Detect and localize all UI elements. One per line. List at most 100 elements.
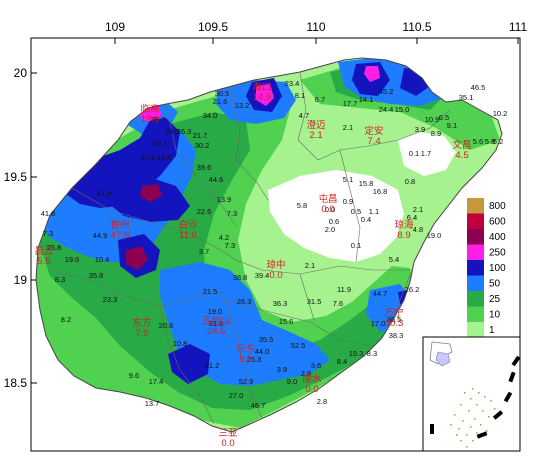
city-value: 0.0 [305,384,318,395]
inset-island [466,434,468,436]
station-value: 8.3 [55,275,65,284]
station-value: 4.2 [219,233,229,242]
station-value: 15.8 [359,179,374,188]
legend-label: 50 [489,279,501,290]
station-value: 41.8 [97,189,112,198]
south-china-sea-inset [422,336,521,452]
legend-label: 250 [489,248,506,259]
station-value: 10.4 [95,255,110,264]
inset-island [480,424,482,426]
station-value: 0.1 [351,241,361,250]
rain-100-250 [168,344,210,384]
rain-400-600 [140,184,162,202]
inset-island [476,404,478,406]
station-value: 0.5 [351,207,361,216]
station-value: 44.9 [93,231,108,240]
dry-area [398,132,456,176]
station-value: 39.6 [197,163,212,172]
rainfall-field [36,58,502,432]
legend-label: 400 [489,232,506,243]
station-value: 15.0 [395,105,410,114]
station-value: 30.2 [195,141,210,150]
city-name: 定安 [364,125,383,137]
station-value: 7.3 [227,209,237,218]
inset-island [486,430,488,432]
station-value: 10.9 [425,115,440,124]
station-value: 3.7 [199,247,209,256]
station-values: 41.87.325.819.6 10.444.98.3 35.823.38.239.… [41,79,508,410]
island-outline [35,57,503,433]
inset-island [466,446,468,448]
inset-island [478,392,480,394]
inset-island [476,432,478,434]
inset-island [460,404,462,406]
station-value: 5.6 [473,137,483,146]
station-value: 8.1 [295,91,305,100]
legend-swatch [467,291,484,307]
station-value: 5.8 [297,201,307,210]
station-value: 7.3 [225,241,235,250]
station-value: 4.7 [299,111,309,120]
station-value: 8.4 [337,357,347,366]
y-tick-label: 19 [14,273,28,287]
city-value: 4.5 [455,150,468,161]
city-value: 0.0 [221,438,234,449]
inset-island [464,392,466,394]
inset-hainan [435,351,451,367]
legend-swatch [467,244,484,260]
station-value: 1.7 [421,149,431,158]
station-value: 5.1 [343,175,353,184]
city-value: 7.9 [135,328,148,339]
station-value: 45.6 [157,153,172,162]
station-value: 8.3 [367,349,377,358]
city-value: 11.0 [179,230,197,241]
station-value: 13.9 [217,195,232,204]
station-value: 30.5 [215,89,230,98]
station-value: 21.7 [193,131,208,140]
station-value: 51.2 [205,361,220,370]
station-value: 52.5 [291,341,306,350]
city-name: 白沙 [178,219,198,231]
station-value: 46.7 [251,401,266,410]
legend-swatch [467,322,484,338]
station-value: 2.0 [325,225,335,234]
station-value: 34.0 [203,111,218,120]
station-value: 3.9 [415,125,425,134]
station-value: 2.1 [343,123,353,132]
city-value: 8.9 [397,230,410,241]
inset-islands [450,388,496,448]
station-value: 5.4 [389,255,399,264]
city-value: 8.9 [239,354,252,365]
station-value: 41.8 [41,209,56,218]
station-value: 26.3 [247,355,262,364]
station-value: 26.3 [237,297,252,306]
station-value: 2.1 [413,205,423,214]
station-value: 7.3 [43,229,53,238]
rain-250-400 [256,84,274,106]
station-value: 8.2 [61,315,71,324]
station-value: 1.1 [369,207,379,216]
x-tick-label: 109 [105,20,125,34]
legend-swatch [467,213,484,229]
station-value: 17.0 [371,319,386,328]
city-name: 儋州 [110,219,129,231]
legend-label: 800 [489,201,506,212]
inset-island [488,416,490,418]
station-value: 23.3 [103,295,118,304]
x-tick-label: 109.5 [198,20,228,34]
city-name: 琼中 [266,259,285,271]
y-axis: 20 19.5 19 18.5 [4,66,37,390]
station-value: 27.0 [229,391,244,400]
station-value: 7.6 [333,299,343,308]
inset-island [454,414,456,416]
station-value: 37.6 [141,153,156,162]
rain-100-250 [62,118,180,208]
inset-island [490,400,492,402]
station-value: 39.4 [255,271,270,280]
inset-island [472,440,474,442]
rain-400-600 [126,246,148,270]
inset-island [470,426,472,428]
station-value: 22.6 [197,207,212,216]
city-value: 0.0 [269,270,282,281]
